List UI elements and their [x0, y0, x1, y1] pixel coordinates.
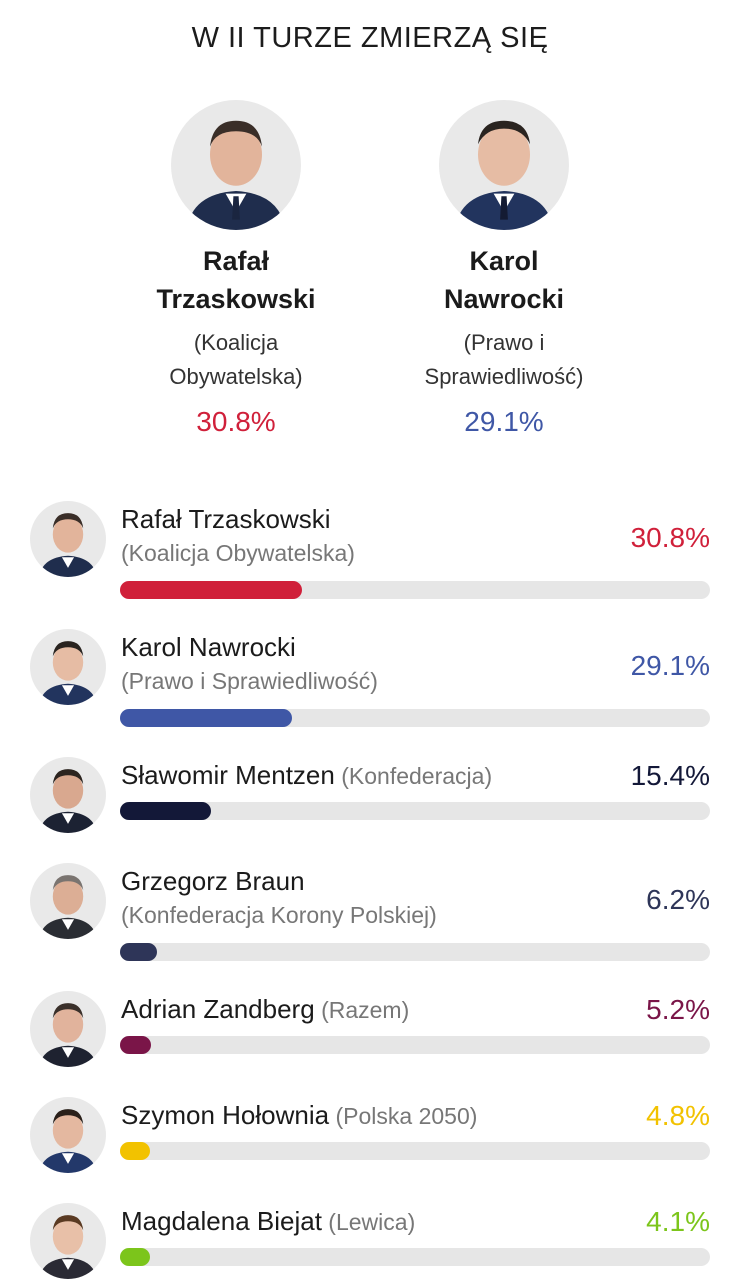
candidate-name: Magdalena Biejat (Lewica): [121, 1206, 415, 1237]
bar-track: [120, 1036, 710, 1054]
candidate-name-text: Adrian Zandberg: [121, 994, 315, 1024]
person-portrait-icon: [39, 1109, 97, 1173]
finalist-2-party-line1: (Prawo i: [463, 330, 545, 355]
candidate-name-text: Magdalena Biejat: [121, 1206, 322, 1236]
candidate-avatar: [30, 1203, 106, 1279]
bar: [120, 1036, 151, 1054]
finalist-card-2: Karol Nawrocki (Prawo i Sprawiedliwość) …: [374, 100, 634, 440]
finalist-1-first-name: Rafał: [202, 246, 270, 276]
finalist-2-percent: 29.1%: [464, 406, 544, 437]
person-portrait-icon: [39, 1003, 97, 1067]
data-label: 30.8%: [630, 522, 710, 553]
candidate-name: Szymon Hołownia (Polska 2050): [121, 1100, 477, 1131]
candidate-name-text: Karol Nawrocki: [121, 632, 296, 662]
data-label: 4.8%: [646, 1100, 710, 1131]
data-label: 6.2%: [646, 884, 710, 915]
finalist-1-name: Rafał Trzaskowski: [106, 242, 366, 318]
person-portrait-icon: [39, 641, 97, 705]
candidate-name-text: Grzegorz Braun: [121, 866, 305, 896]
finalist-2-photo: [439, 100, 569, 230]
person-portrait-icon: [186, 120, 286, 230]
finalist-card-1: Rafał Trzaskowski (Koalicja Obywatelska)…: [106, 100, 366, 440]
candidate-avatar: [30, 501, 106, 577]
bar-track: [120, 802, 710, 820]
bar-track: [120, 1142, 710, 1160]
candidate-name: Sławomir Mentzen (Konfederacja): [121, 760, 492, 791]
candidate-party: (Konfederacja Korony Polskiej): [121, 902, 437, 928]
candidate-name-text: Szymon Hołownia: [121, 1100, 330, 1130]
bar-track: [120, 943, 710, 961]
data-label: 4.1%: [646, 1206, 710, 1237]
candidate-party: (Konfederacja): [334, 763, 493, 789]
candidate-avatar: [30, 991, 106, 1067]
finalist-2-first-name: Karol: [469, 246, 539, 276]
candidate-name-text: Rafał Trzaskowski: [121, 504, 331, 534]
finalist-2-party: (Prawo i Sprawiedliwość): [374, 326, 634, 394]
bar-track: [120, 709, 710, 727]
candidate-avatar: [30, 863, 106, 939]
page-title: W II TURZE ZMIERZĄ SIĘ: [191, 22, 549, 54]
candidate-name: Grzegorz Braun: [121, 866, 305, 897]
candidate-name: Adrian Zandberg (Razem): [121, 994, 409, 1025]
bar: [120, 709, 292, 727]
person-portrait-icon: [39, 513, 97, 577]
finalist-1-percent: 30.8%: [196, 406, 276, 437]
finalist-2-name: Karol Nawrocki: [374, 242, 634, 318]
candidate-party: (Koalicja Obywatelska): [121, 540, 355, 566]
candidate-avatar: [30, 629, 106, 705]
bar: [120, 943, 157, 961]
person-portrait-icon: [39, 1215, 97, 1279]
candidate-avatar: [30, 757, 106, 833]
person-portrait-icon: [454, 120, 554, 230]
bar: [120, 1248, 150, 1266]
finalist-1-last-name: Trzaskowski: [156, 284, 316, 314]
finalist-1-party: (Koalicja Obywatelska): [106, 326, 366, 394]
data-label: 15.4%: [630, 760, 710, 791]
candidate-avatar: [30, 1097, 106, 1173]
bar: [120, 581, 302, 599]
bar-track: [120, 581, 710, 599]
data-label: 5.2%: [646, 994, 710, 1025]
candidate-party: (Lewica): [321, 1209, 416, 1235]
finalist-2-last-name: Nawrocki: [443, 284, 565, 314]
bar: [120, 802, 211, 820]
candidate-name-text: Sławomir Mentzen: [121, 760, 335, 790]
finalist-1-photo: [171, 100, 301, 230]
finalist-1-party-line1: (Koalicja: [193, 330, 279, 355]
candidate-party: (Prawo i Sprawiedliwość): [121, 668, 378, 694]
finalist-1-party-line2: Obywatelska): [169, 364, 303, 389]
bar: [120, 1142, 150, 1160]
person-portrait-icon: [39, 875, 97, 939]
candidate-name: Rafał Trzaskowski: [121, 504, 331, 535]
candidate-party: (Razem): [314, 997, 410, 1023]
candidate-party: (Polska 2050): [329, 1103, 478, 1129]
person-portrait-icon: [39, 769, 97, 833]
data-label: 29.1%: [630, 650, 710, 681]
bar-track: [120, 1248, 710, 1266]
finalist-2-party-line2: Sprawiedliwość): [424, 364, 584, 389]
candidate-name: Karol Nawrocki: [121, 632, 296, 663]
